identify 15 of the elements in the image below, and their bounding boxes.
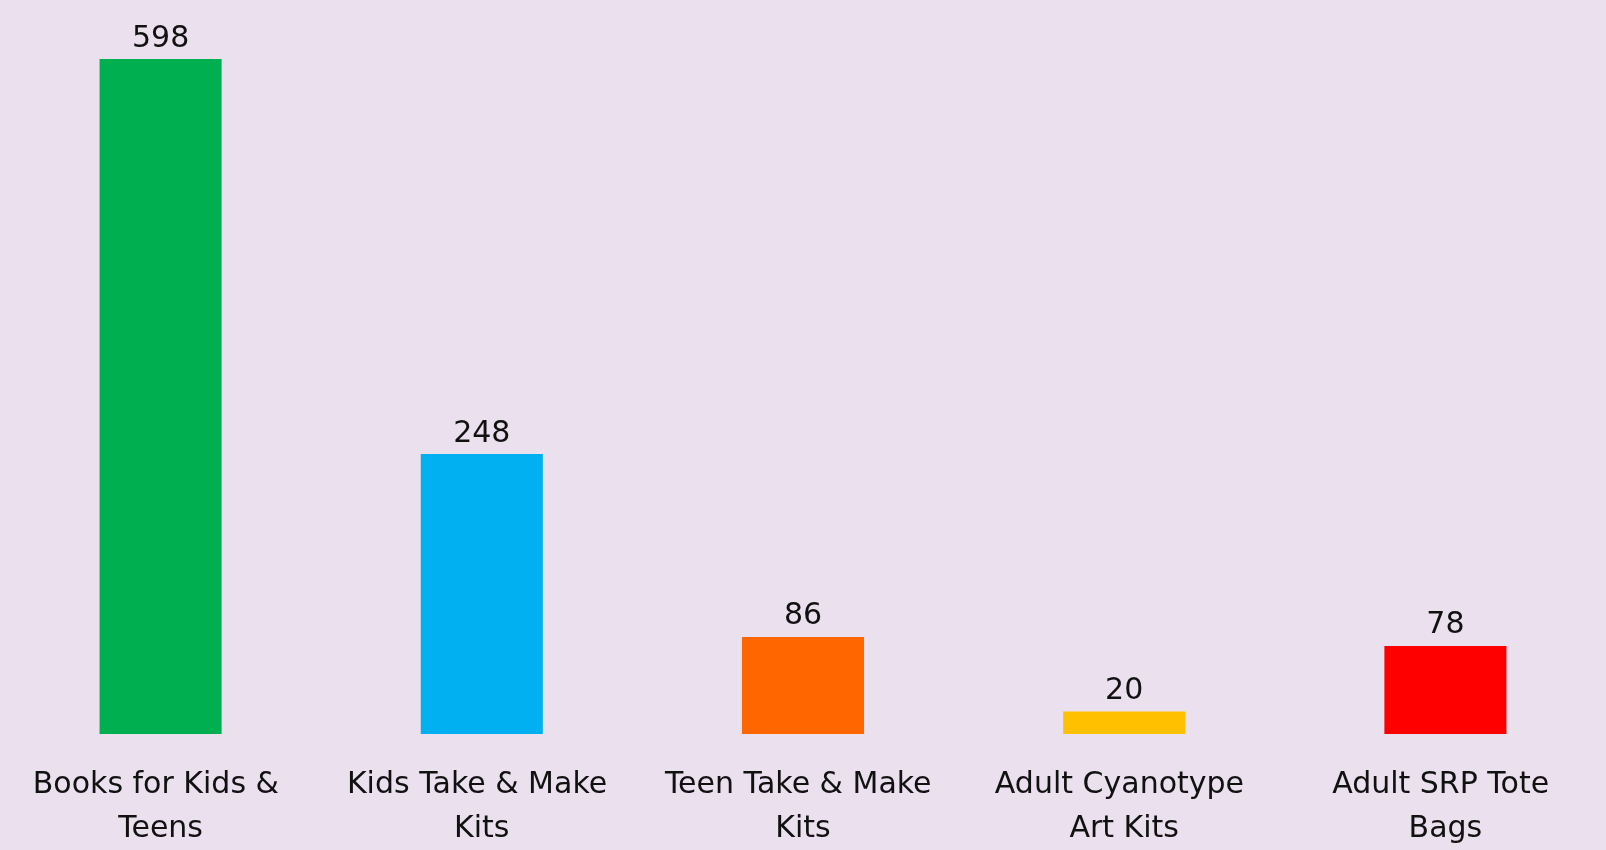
x-tick-label: Kids Take & Make Kits [346, 764, 617, 844]
x-tick-label: Adult SRP Tote Bags [1332, 764, 1559, 844]
bar [99, 59, 222, 734]
data-label: 598 [131, 18, 190, 54]
data-label: 248 [453, 413, 511, 449]
data-label: 78 [1426, 605, 1465, 641]
x-tick-label: Books for Kids & Teens [32, 764, 289, 844]
bar [1384, 645, 1507, 734]
bar [1063, 711, 1186, 734]
bar [420, 454, 543, 734]
x-tick-label: Teen Take & Make Kits [663, 764, 942, 844]
data-label: 20 [1105, 670, 1144, 706]
bar [741, 636, 865, 734]
x-tick-label: Adult Cyanotype Art Kits [994, 764, 1254, 844]
data-label: 86 [783, 596, 823, 632]
